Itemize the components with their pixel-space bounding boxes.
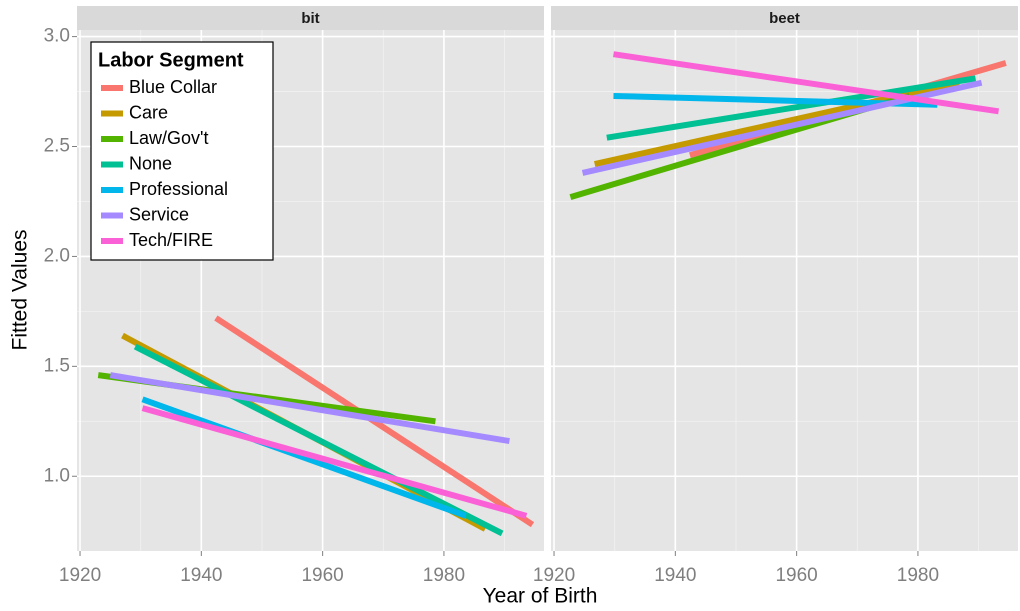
strip-label: bit [301,10,319,27]
line [613,51,1000,115]
panel [551,30,1018,551]
y-tick-label: 2.0 [44,245,70,266]
y-tick-label: 3.0 [44,26,70,47]
strip [77,6,544,30]
line [141,405,528,519]
x-axis-title: Year of Birth [483,585,598,608]
legend-label: Professional [129,179,228,199]
strip [551,6,1018,30]
legend-label: None [129,153,172,173]
x-tick-label: 1960 [775,565,817,586]
line [141,396,467,519]
strip-label: beet [769,10,800,27]
line [606,75,977,141]
legend-label: Service [129,204,189,224]
y-tick-label: 1.5 [44,355,70,376]
x-tick-label: 1980 [897,565,939,586]
y-axis-title: Fitted Values [9,229,32,350]
y-tick-label: 1.0 [44,465,70,486]
x-tick-label: 1920 [533,565,575,586]
x-tick-label: 1980 [423,565,465,586]
legend-label: Tech/FIRE [129,230,213,250]
x-tick-label: 1940 [180,565,222,586]
legend-title: Labor Segment [98,49,244,71]
legend: Labor Segment Blue Collar Care Law/Gov't Non… [90,41,274,261]
x-tick-label: 1960 [301,565,343,586]
x-tick-label: 1920 [59,565,101,586]
line [133,343,504,537]
legend-label: Care [129,102,168,122]
legend-label: Blue Collar [129,77,217,97]
legend-box [90,41,274,261]
legend-label: Law/Gov't [129,128,208,148]
y-tick-label: 2.5 [44,136,70,157]
x-tick-label: 1940 [654,565,696,586]
line [109,372,510,445]
